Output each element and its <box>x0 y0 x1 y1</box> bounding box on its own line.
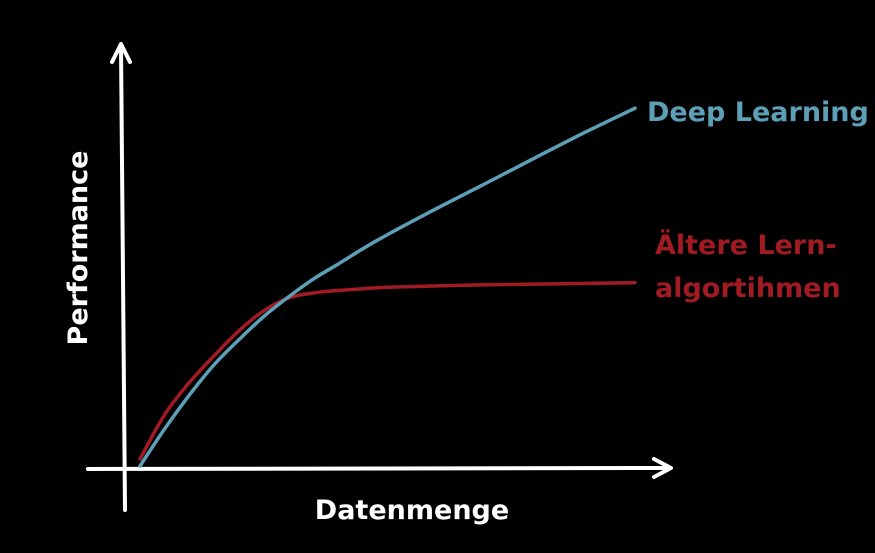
series-label-deep-learning-line-1: Deep Learning <box>647 97 869 128</box>
y-axis <box>119 44 127 512</box>
y-axis-label: Performance <box>63 151 94 346</box>
x-axis <box>86 466 672 471</box>
series-layer <box>138 106 637 468</box>
series-label-older-algorithms-line-2: algortihmen <box>655 273 841 304</box>
y-axis-arrowhead <box>110 42 132 64</box>
series-label-older-algorithms-line-1: Ältere Lern- <box>655 229 837 261</box>
x-axis-label: Datenmenge <box>315 495 509 526</box>
axes <box>86 42 673 512</box>
series-line-deep-learning <box>138 106 637 468</box>
series-labels: Deep Learning Ältere Lern-algortihmen <box>647 97 869 304</box>
series-line-older-algorithms <box>138 280 637 461</box>
x-axis-arrowhead <box>652 457 673 479</box>
